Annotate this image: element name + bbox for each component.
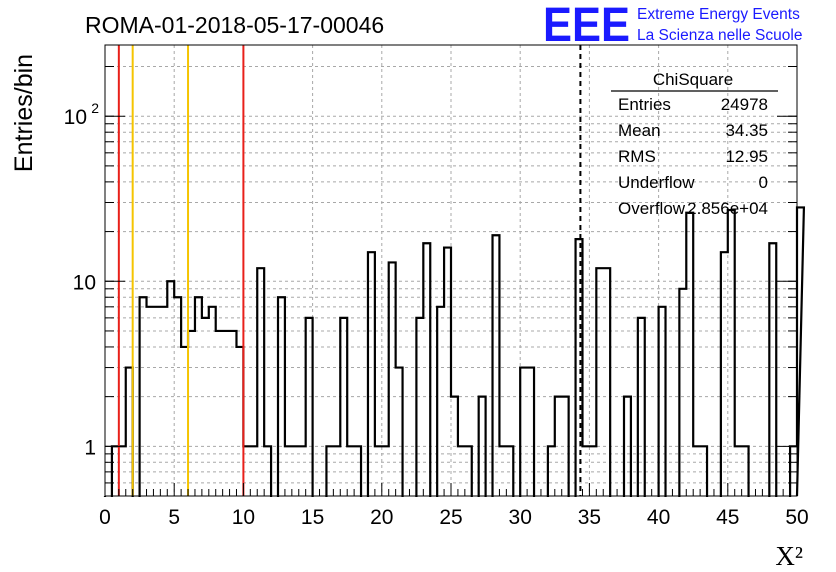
stats-row-label: Underflow (618, 173, 695, 192)
marker-lines (117, 45, 582, 496)
y-tick-exponent: 2 (91, 100, 99, 116)
logo-line-2: La Scienza nelle Scuole (637, 27, 802, 44)
stats-row-label: RMS (618, 147, 656, 166)
stats-row-value: 12.95 (725, 147, 768, 166)
stats-box: ChiSquare Entries 24978 Mean 34.35 RMS 12.95 U… (611, 70, 778, 218)
x-tick-label: 45 (716, 506, 739, 529)
x-tick-label: 0 (99, 506, 111, 529)
x-tick-label: 35 (578, 506, 601, 529)
y-axis-label: Entries/bin (10, 54, 38, 172)
stats-row-value: 0 (759, 173, 768, 192)
stats-row-label: Entries (618, 95, 671, 114)
x-tick-label: 5 (168, 506, 180, 529)
y-tick-label: 1 (84, 436, 96, 459)
axis-mask (103, 497, 799, 507)
x-tick-label: 15 (301, 506, 324, 529)
histogram-line (103, 206, 806, 502)
y-tick-label: 10 (73, 271, 96, 294)
stats-row-value: 34.35 (725, 121, 768, 140)
x-tick-label: 40 (647, 506, 670, 529)
stats-row-label: Overflow (618, 199, 686, 218)
logo-mark: EEE (543, 0, 630, 52)
stats-rows: Entries 24978 Mean 34.35 RMS 12.95 Underflow 0 O… (618, 95, 768, 218)
stats-title: ChiSquare (653, 70, 733, 89)
stats-row-value: 24978 (721, 95, 768, 114)
x-tick-label: 50 (785, 506, 808, 529)
x-axis-label: X² (775, 541, 803, 571)
y-tick-label: 10 (64, 106, 87, 129)
histogram-bars (103, 206, 806, 507)
x-tick-label: 10 (232, 506, 255, 529)
x-tick-label: 30 (509, 506, 532, 529)
eee-logo: EEE Extreme Energy Events La Scienza nel… (543, 0, 802, 52)
stats-row-label: Mean (618, 121, 661, 140)
logo-line-1: Extreme Energy Events (637, 6, 800, 23)
chart-title: ROMA-01-2018-05-17-00046 (85, 12, 384, 38)
stats-row-value: 2.856e+04 (687, 199, 768, 218)
x-tick-label: 25 (439, 506, 462, 529)
x-tick-label: 20 (370, 506, 393, 529)
